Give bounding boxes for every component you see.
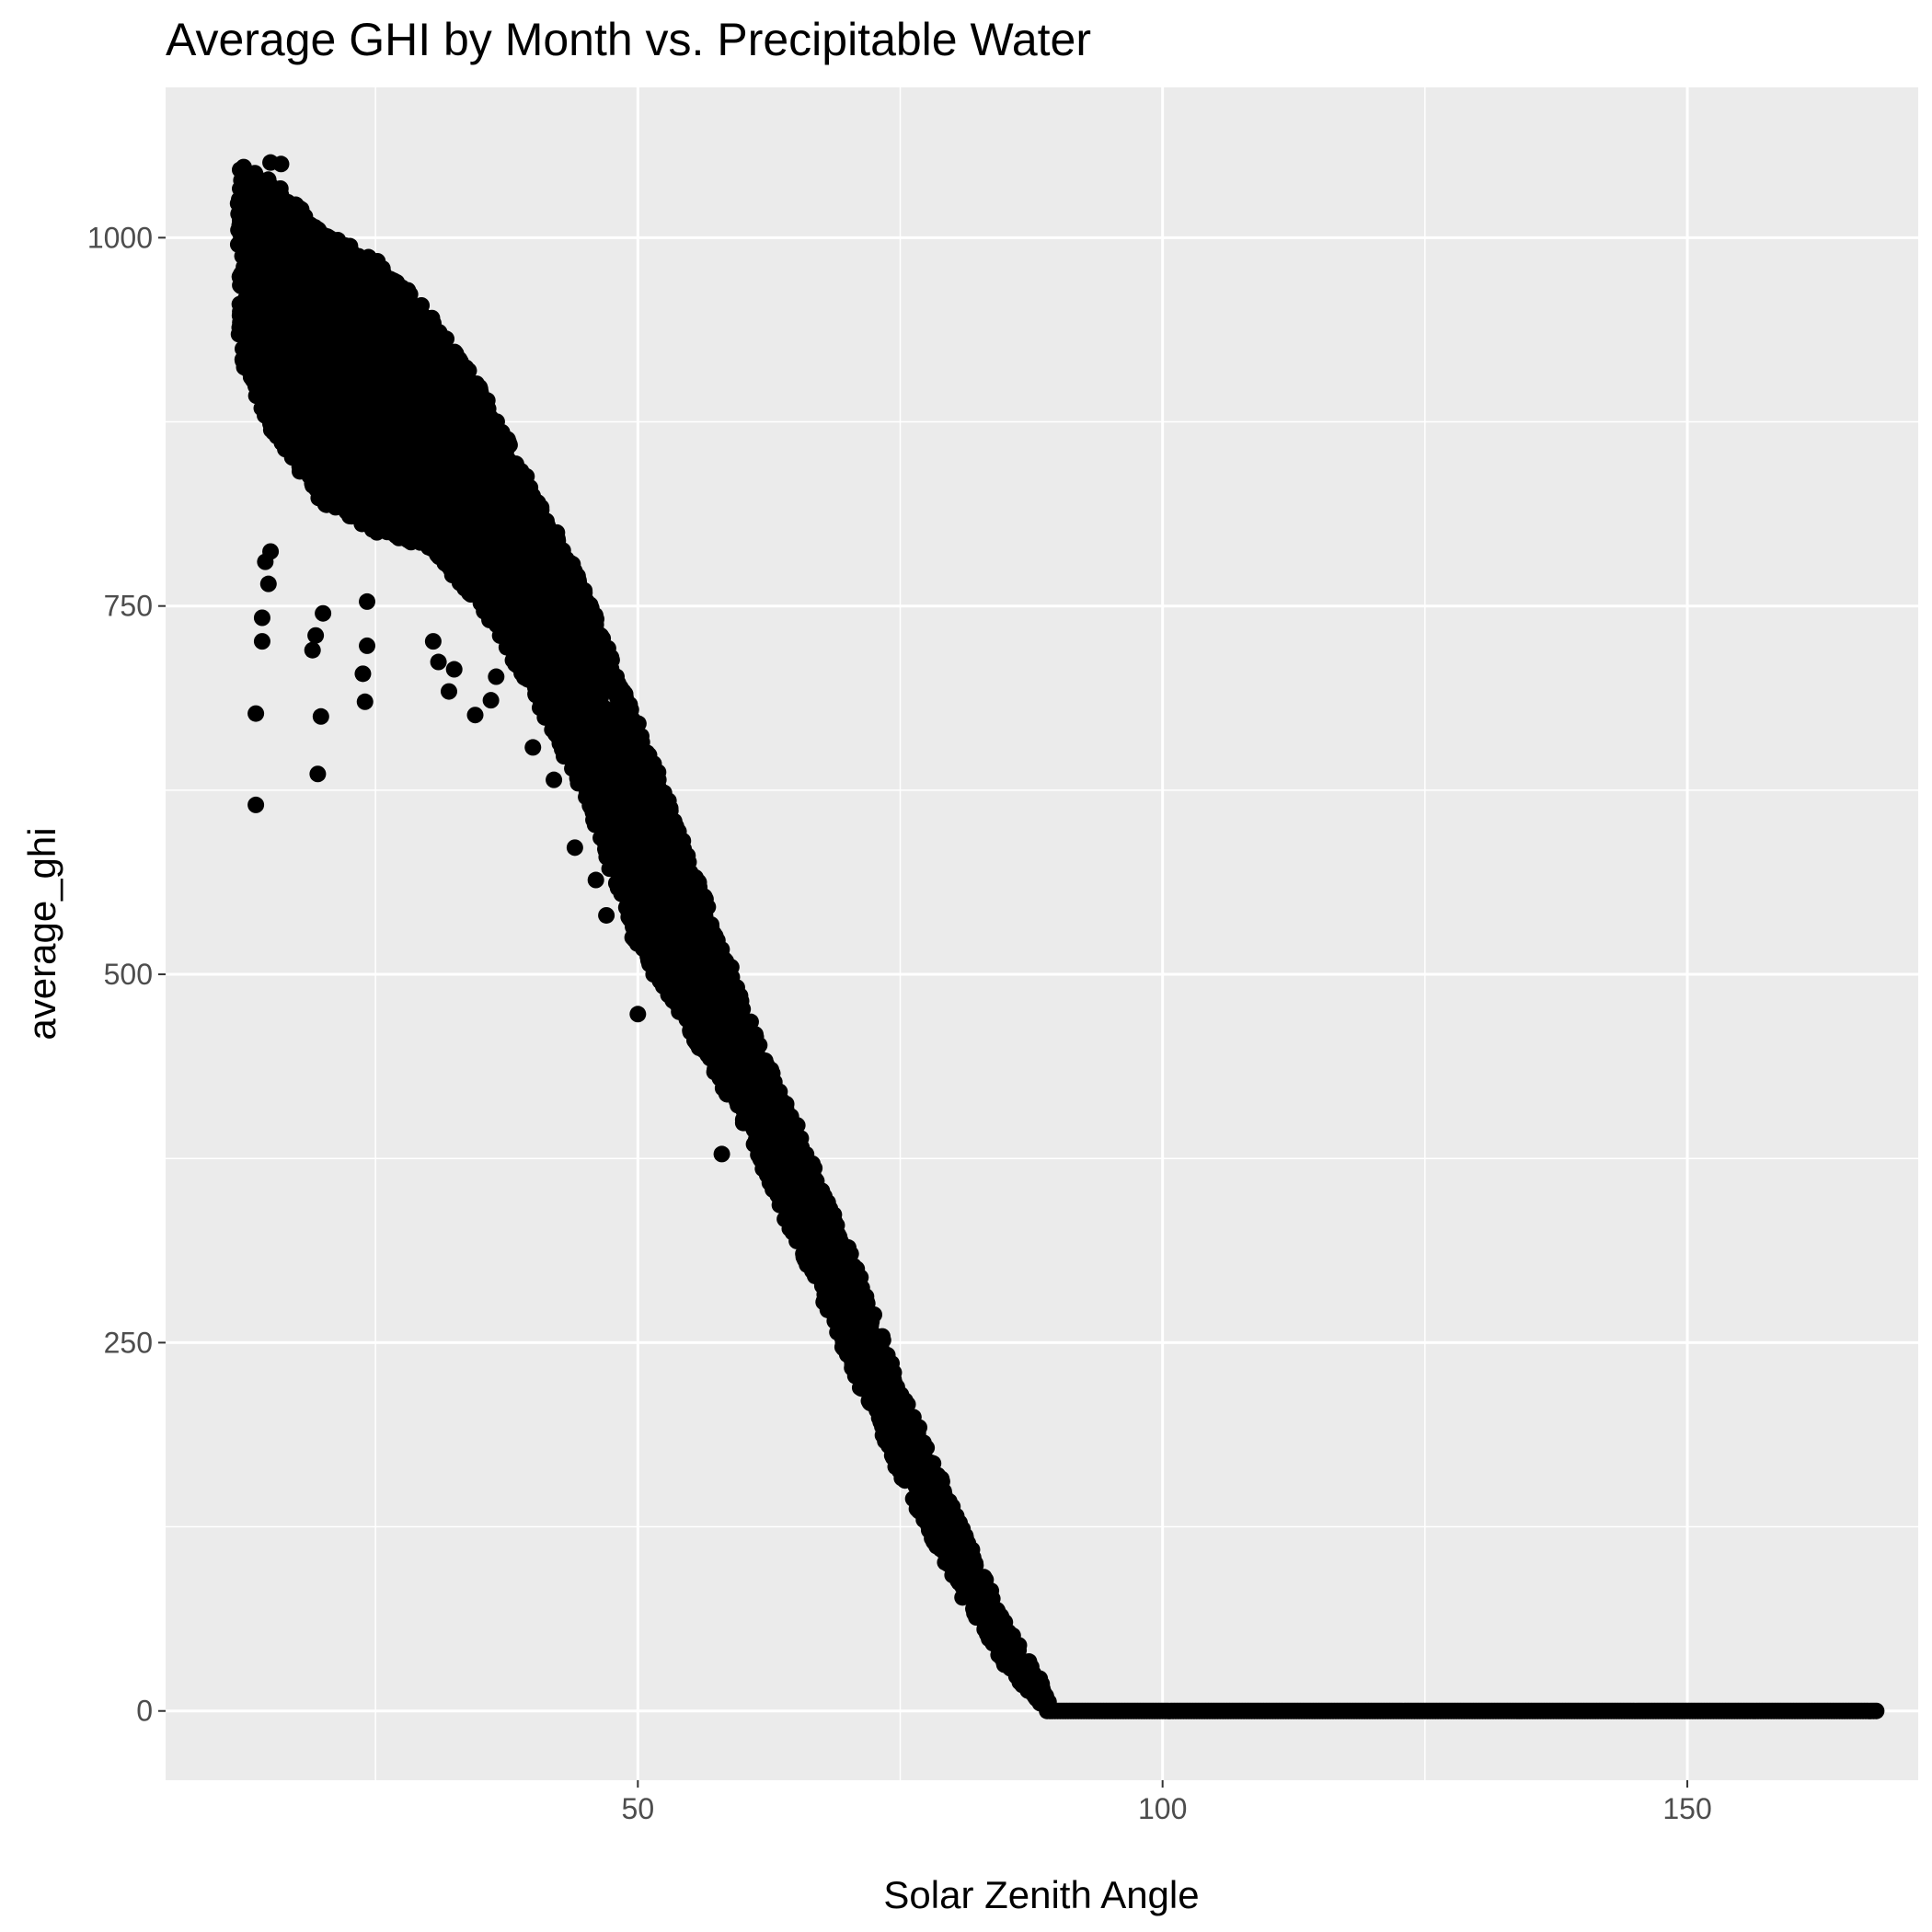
- data-point: [603, 651, 620, 669]
- data-points: [229, 154, 1885, 1719]
- chart-title: Average GHI by Month vs. Precipitable Wa…: [166, 14, 1091, 65]
- data-point: [500, 436, 518, 454]
